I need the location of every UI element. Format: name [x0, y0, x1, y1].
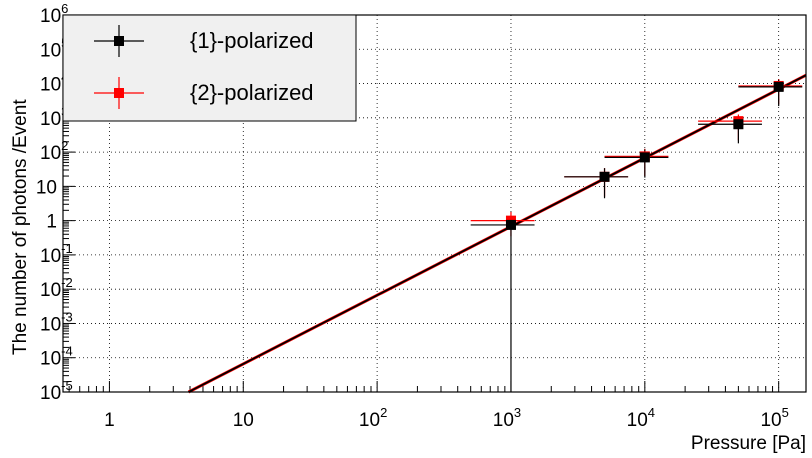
y-tick-label: 10-3	[40, 309, 73, 335]
legend: {1}-polarized {2}-polarized	[62, 14, 357, 122]
y-tick-label: 1	[46, 212, 57, 233]
y-tick-labels: 10-510-410-310-210-1110102103104105106	[36, 1, 73, 404]
legend-marker	[114, 88, 124, 98]
data-point	[599, 171, 610, 182]
legend-marker	[114, 36, 124, 46]
y-tick-label: 106	[40, 1, 68, 27]
data-point	[505, 219, 516, 230]
data-point	[773, 81, 784, 92]
x-tick-label: 1	[104, 410, 115, 431]
legend-label-series-2: {2}-polarized	[190, 80, 314, 105]
x-tick-label: 103	[493, 405, 521, 431]
grid	[63, 14, 806, 393]
data-point	[639, 152, 650, 163]
data-point	[733, 119, 744, 130]
y-tick-label: 10-2	[40, 275, 73, 301]
y-tick-label: 102	[40, 138, 68, 164]
legend-box	[62, 14, 357, 122]
fit-lines	[187, 73, 807, 394]
x-tick-labels: 1 10 102 103 104 105	[104, 405, 789, 431]
fit-line	[188, 74, 807, 393]
x-tick-label: 105	[760, 405, 788, 431]
y-tick-label: 10-5	[40, 378, 73, 404]
y-tick-label: 10-1	[40, 241, 73, 267]
legend-label-series-1: {1}-polarized	[190, 28, 314, 53]
y-tick-label: 10	[36, 177, 57, 198]
y-axis-title: The number of photons /Event	[10, 99, 31, 355]
data-markers	[505, 80, 784, 230]
x-tick-label: 104	[627, 405, 655, 431]
x-axis-title: Pressure [Pa]	[691, 433, 806, 454]
plot-frame	[62, 14, 807, 393]
y-tick-label: 10-4	[40, 344, 73, 370]
x-tick-label: 102	[359, 405, 387, 431]
x-tick-label: 10	[233, 410, 254, 431]
